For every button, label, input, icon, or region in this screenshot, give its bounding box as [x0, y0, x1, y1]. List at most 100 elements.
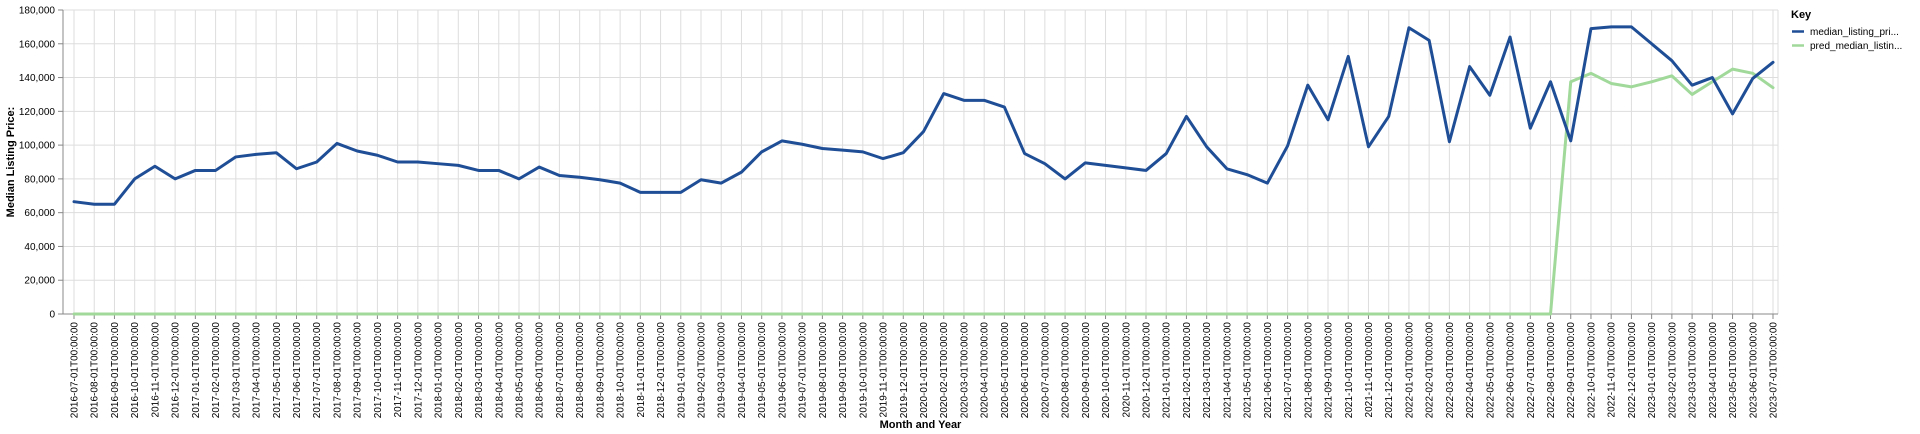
y-axis-title: Median Listing Price: — [5, 107, 17, 218]
legend-label-0: median_listing_pri... — [1810, 27, 1899, 38]
x-tick-label: 2018-12-01T00:00:00 — [656, 322, 667, 419]
x-tick-label: 2017-11-01T00:00:00 — [393, 322, 404, 418]
x-tick-label: 2018-05-01T00:00:00 — [514, 322, 525, 419]
x-tick-label: 2017-10-01T00:00:00 — [373, 322, 384, 419]
x-tick-label: 2016-07-01T00:00:00 — [70, 322, 81, 419]
x-tick-label: 2020-06-01T00:00:00 — [1020, 322, 1031, 419]
x-tick-label: 2023-01-01T00:00:00 — [1647, 322, 1658, 419]
x-tick-label: 2016-09-01T00:00:00 — [110, 322, 121, 419]
x-tick-label: 2020-10-01T00:00:00 — [1101, 322, 1112, 419]
x-tick-label: 2017-03-01T00:00:00 — [231, 322, 242, 419]
x-tick-label: 2018-04-01T00:00:00 — [494, 322, 505, 419]
x-tick-label: 2019-05-01T00:00:00 — [757, 322, 768, 419]
x-tick-label: 2019-10-01T00:00:00 — [858, 322, 869, 419]
x-tick-label: 2019-09-01T00:00:00 — [838, 322, 849, 419]
x-tick-label: 2020-01-01T00:00:00 — [919, 322, 930, 419]
x-tick-label: 2019-01-01T00:00:00 — [676, 322, 687, 419]
x-tick-label: 2021-03-01T00:00:00 — [1202, 322, 1213, 419]
x-tick-label: 2023-03-01T00:00:00 — [1688, 322, 1699, 419]
y-tick-label: 20,000 — [24, 276, 55, 287]
x-tick-label: 2022-06-01T00:00:00 — [1506, 322, 1517, 419]
x-tick-label: 2020-07-01T00:00:00 — [1040, 322, 1051, 419]
x-tick-label: 2020-05-01T00:00:00 — [1000, 322, 1011, 419]
x-tick-label: 2017-01-01T00:00:00 — [191, 322, 202, 419]
x-tick-label: 2017-12-01T00:00:00 — [413, 322, 424, 419]
x-tick-label: 2022-10-01T00:00:00 — [1586, 322, 1597, 419]
gridlines — [63, 9, 1779, 315]
series-line-1 — [72, 67, 1775, 316]
legend-title: Key — [1791, 9, 1812, 21]
x-tick-label: 2022-01-01T00:00:00 — [1404, 322, 1415, 419]
series-line-0 — [72, 25, 1775, 206]
x-tick-label: 2018-07-01T00:00:00 — [555, 322, 566, 419]
legend: Key median_listing_pri... pred_median_lis… — [1791, 9, 1902, 52]
x-tick-label: 2017-07-01T00:00:00 — [312, 322, 323, 419]
x-tick-label: 2021-07-01T00:00:00 — [1283, 322, 1294, 419]
x-tick-label: 2018-01-01T00:00:00 — [434, 322, 445, 419]
y-tick-label: 180,000 — [19, 6, 56, 17]
x-tick-label: 2023-02-01T00:00:00 — [1667, 322, 1678, 419]
x-tick-label: 2019-02-01T00:00:00 — [697, 322, 708, 419]
x-tick-label: 2019-07-01T00:00:00 — [798, 322, 809, 419]
x-tick-label: 2020-12-01T00:00:00 — [1141, 322, 1152, 419]
x-tick-label: 2017-09-01T00:00:00 — [353, 322, 364, 419]
x-tick-label: 2021-02-01T00:00:00 — [1182, 322, 1193, 419]
x-tick-label: 2018-10-01T00:00:00 — [616, 322, 627, 419]
x-tick-label: 2016-10-01T00:00:00 — [130, 322, 141, 419]
y-tick-label: 40,000 — [24, 242, 55, 253]
x-tick-label: 2020-04-01T00:00:00 — [980, 322, 991, 419]
x-tick-label: 2021-10-01T00:00:00 — [1344, 322, 1355, 419]
x-tick-label: 2019-12-01T00:00:00 — [899, 322, 910, 419]
x-tick-label: 2019-11-01T00:00:00 — [879, 322, 890, 418]
y-tick-label: 80,000 — [24, 174, 55, 185]
x-tick-label: 2016-08-01T00:00:00 — [90, 322, 101, 419]
legend-label-1: pred_median_listin... — [1810, 41, 1902, 52]
x-tick-label: 2022-03-01T00:00:00 — [1445, 322, 1456, 419]
y-axis: 0 20,000 40,000 60,000 80,000 100,000 120,000 1… — [19, 6, 64, 321]
x-tick-label: 2023-05-01T00:00:00 — [1728, 322, 1739, 419]
x-tick-label: 2020-02-01T00:00:00 — [939, 322, 950, 419]
x-tick-label: 2019-03-01T00:00:00 — [717, 322, 728, 419]
x-tick-label: 2022-11-01T00:00:00 — [1607, 322, 1618, 418]
x-tick-label: 2022-07-01T00:00:00 — [1526, 322, 1537, 419]
x-tick-label: 2021-01-01T00:00:00 — [1162, 322, 1173, 419]
x-tick-label: 2021-08-01T00:00:00 — [1303, 322, 1314, 419]
x-tick-label: 2022-04-01T00:00:00 — [1465, 322, 1476, 419]
x-tick-label: 2018-08-01T00:00:00 — [575, 322, 586, 419]
x-tick-label: 2018-11-01T00:00:00 — [636, 322, 647, 418]
x-tick-label: 2021-09-01T00:00:00 — [1324, 322, 1335, 419]
x-tick-label: 2017-08-01T00:00:00 — [332, 322, 343, 419]
x-tick-label: 2021-06-01T00:00:00 — [1263, 322, 1274, 419]
x-tick-label: 2017-02-01T00:00:00 — [211, 322, 222, 419]
x-tick-label: 2017-06-01T00:00:00 — [292, 322, 303, 419]
x-tick-label: 2018-02-01T00:00:00 — [454, 322, 465, 419]
x-tick-label: 2023-07-01T00:00:00 — [1769, 322, 1780, 419]
y-tick-label: 100,000 — [19, 141, 56, 152]
x-tick-label: 2020-08-01T00:00:00 — [1061, 322, 1072, 419]
y-tick-label: 60,000 — [24, 208, 55, 219]
x-axis: 2016-07-01T00:00:00 2016-08-01T00:00:00 20… — [63, 313, 1780, 419]
x-axis-title: Month and Year — [880, 419, 962, 431]
x-tick-label: 2022-05-01T00:00:00 — [1485, 322, 1496, 419]
x-tick-label: 2022-02-01T00:00:00 — [1425, 322, 1436, 419]
x-tick-label: 2018-03-01T00:00:00 — [474, 322, 485, 419]
y-tick-label: 140,000 — [19, 73, 56, 84]
x-tick-label: 2020-11-01T00:00:00 — [1121, 322, 1132, 418]
x-tick-label: 2019-06-01T00:00:00 — [777, 322, 788, 419]
x-tick-label: 2023-06-01T00:00:00 — [1748, 322, 1759, 419]
x-tick-label: 2023-04-01T00:00:00 — [1708, 322, 1719, 419]
x-tick-label: 2021-11-01T00:00:00 — [1364, 322, 1375, 418]
series-lines — [72, 25, 1775, 316]
x-tick-label: 2016-12-01T00:00:00 — [171, 322, 182, 419]
y-tick-label: 120,000 — [19, 107, 56, 118]
x-tick-label: 2018-06-01T00:00:00 — [535, 322, 546, 419]
x-tick-label: 2019-04-01T00:00:00 — [737, 322, 748, 419]
x-tick-label: 2021-04-01T00:00:00 — [1222, 322, 1233, 419]
y-tick-label: 0 — [49, 310, 55, 321]
x-tick-label: 2021-12-01T00:00:00 — [1384, 322, 1395, 419]
x-tick-label: 2021-05-01T00:00:00 — [1243, 322, 1254, 419]
x-tick-label: 2017-05-01T00:00:00 — [272, 322, 283, 419]
x-tick-label: 2022-08-01T00:00:00 — [1546, 322, 1557, 419]
x-tick-label: 2017-04-01T00:00:00 — [252, 322, 263, 419]
